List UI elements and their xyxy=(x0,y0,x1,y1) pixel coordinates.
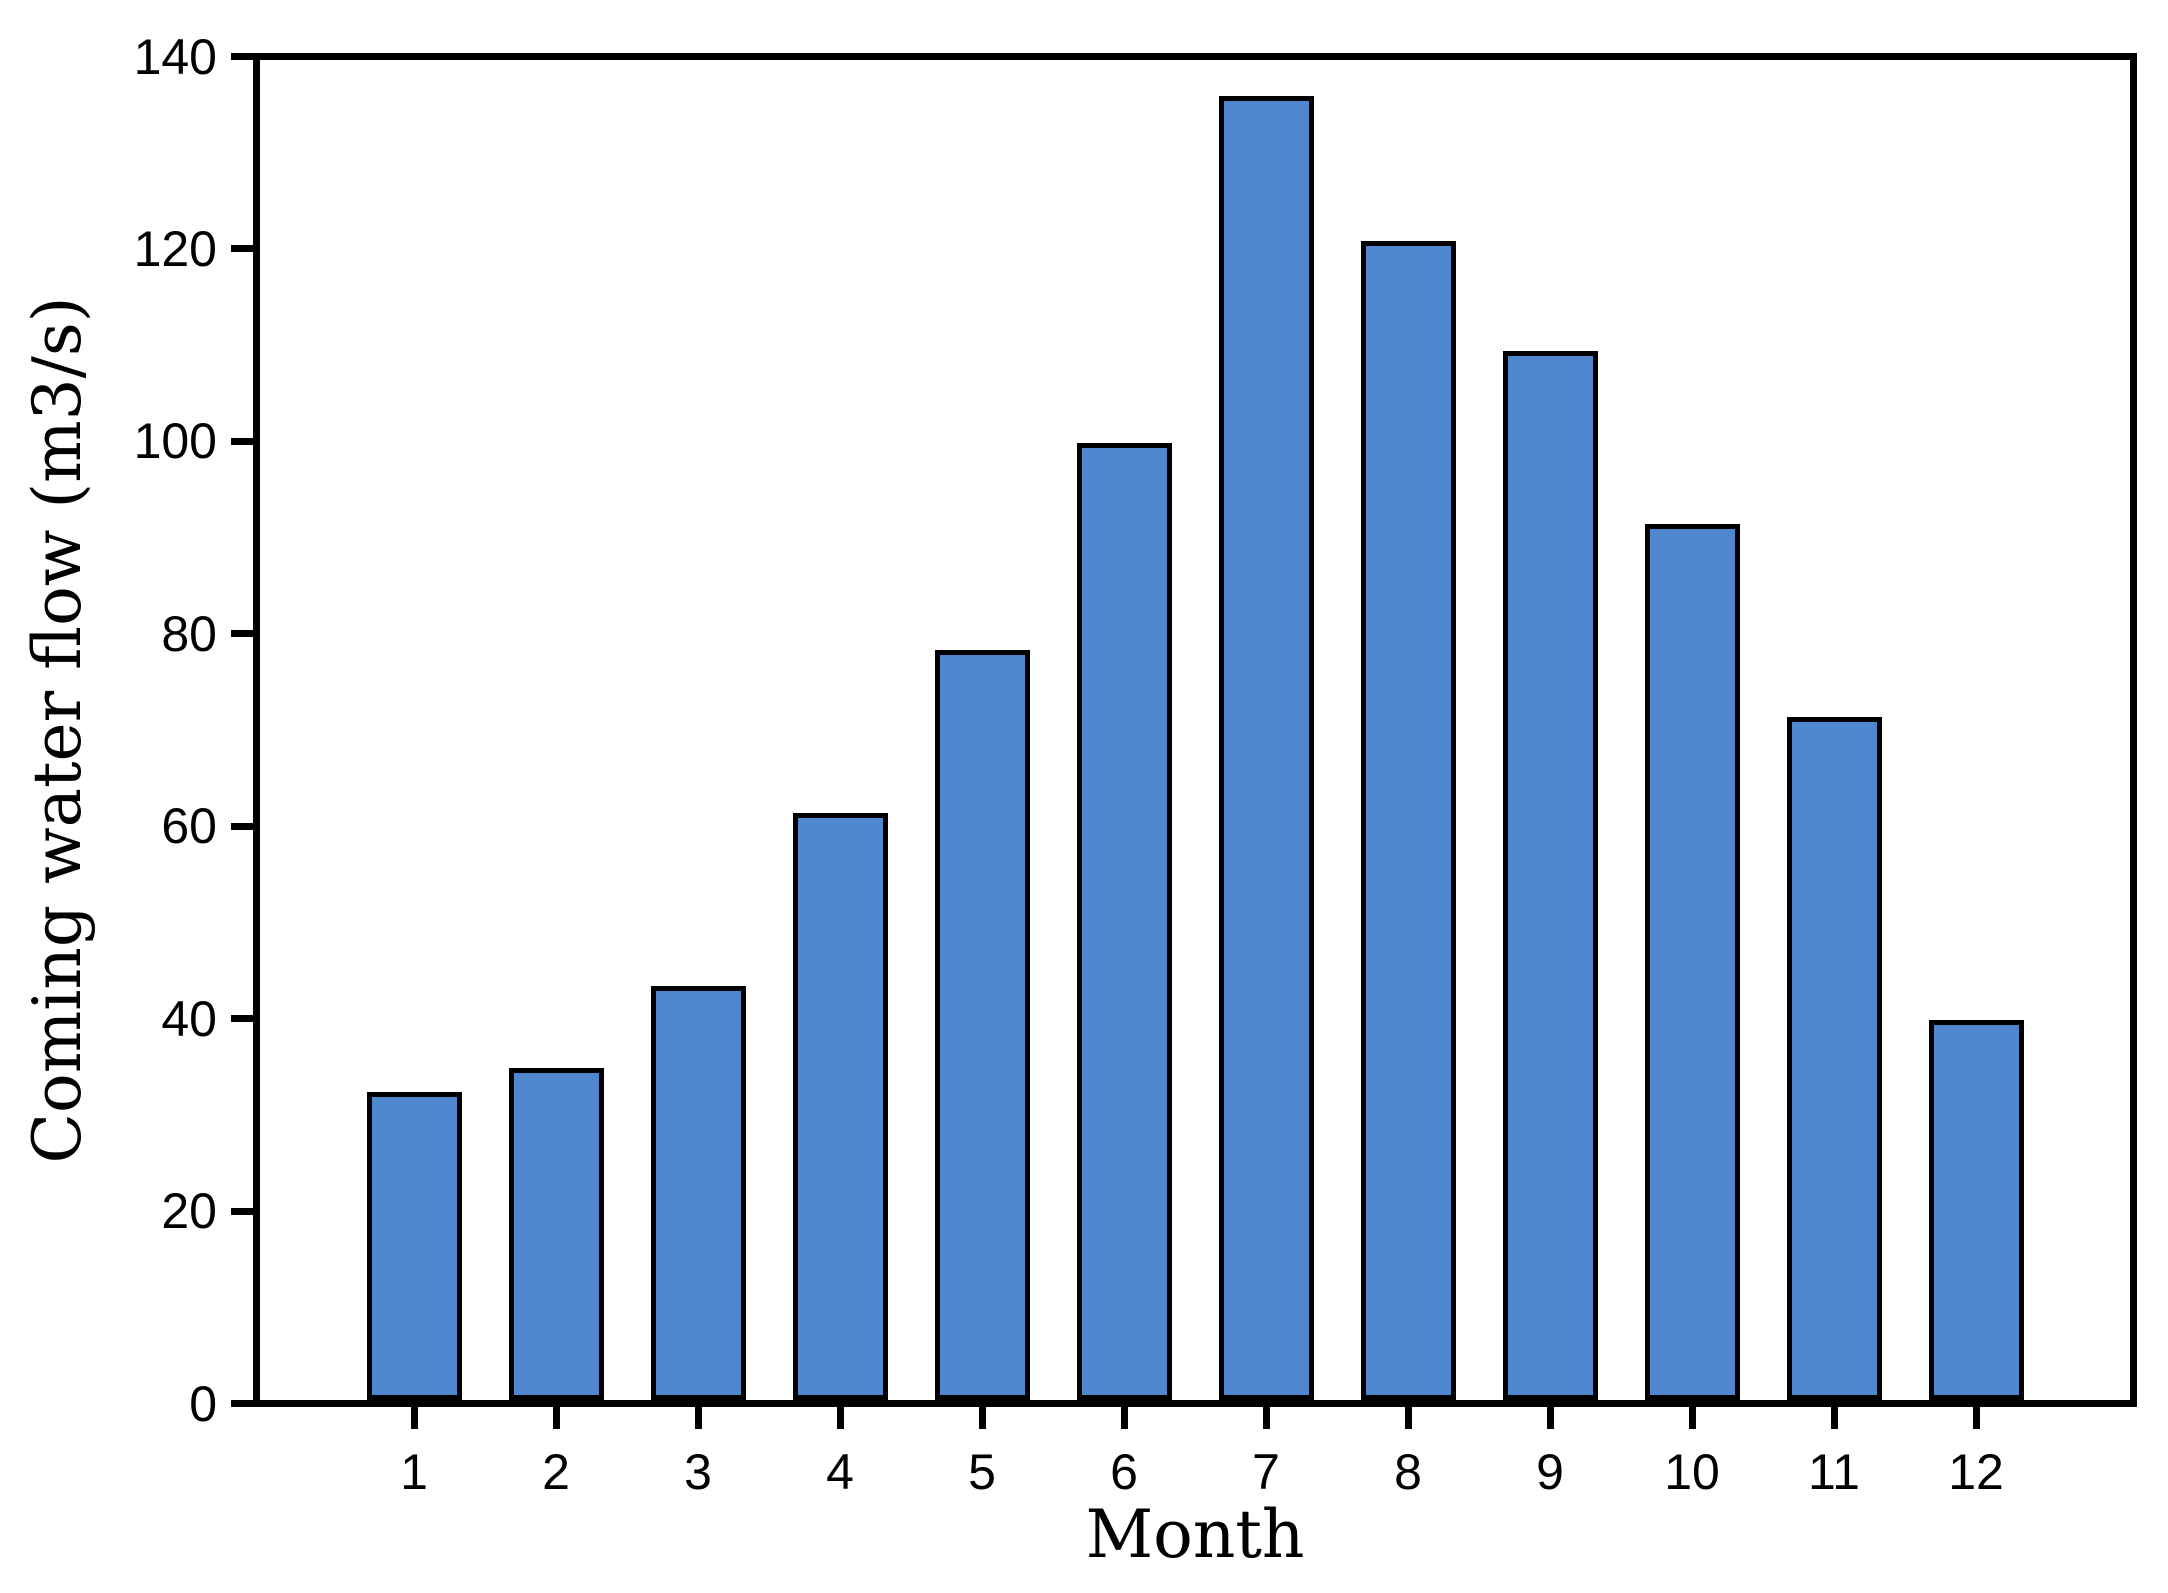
x-tick-mark-10 xyxy=(1688,1407,1696,1429)
y-tick-mark-80 xyxy=(231,630,253,638)
y-tick-label-40: 40 xyxy=(161,990,217,1047)
bar-month-4 xyxy=(792,813,888,1400)
y-tick-mark-20 xyxy=(231,1207,253,1215)
y-tick-label-120: 120 xyxy=(133,220,217,277)
x-tick-mark-12 xyxy=(1972,1407,1980,1429)
y-tick-label-100: 100 xyxy=(133,413,217,470)
y-tick-mark-120 xyxy=(231,245,253,253)
y-tick-mark-140 xyxy=(231,53,253,60)
y-tick-mark-0 xyxy=(231,1400,253,1407)
bar-month-11 xyxy=(1786,717,1882,1400)
plot-frame xyxy=(253,53,2137,1407)
bars-layer xyxy=(260,60,2130,1400)
y-tick-label-140: 140 xyxy=(133,28,217,85)
x-tick-label-2: 2 xyxy=(542,1444,570,1500)
bar-month-9 xyxy=(1502,351,1598,1400)
x-tick-label-4: 4 xyxy=(826,1444,854,1500)
x-tick-label-12: 12 xyxy=(1948,1444,2004,1500)
bar-month-3 xyxy=(650,986,746,1400)
x-axis-title: Month xyxy=(1085,1496,1305,1573)
bar-month-8 xyxy=(1360,241,1456,1400)
x-tick-mark-4 xyxy=(836,1407,844,1429)
x-tick-label-5: 5 xyxy=(968,1444,996,1500)
y-axis-title: Coming water flow (m3/s) xyxy=(19,296,96,1164)
bar-month-6 xyxy=(1076,443,1172,1400)
y-tick-label-0: 0 xyxy=(189,1375,217,1432)
y-tick-label-80: 80 xyxy=(161,605,217,662)
x-tick-mark-3 xyxy=(694,1407,702,1429)
x-tick-label-1: 1 xyxy=(400,1444,428,1500)
x-tick-label-3: 3 xyxy=(684,1444,712,1500)
x-tick-mark-7 xyxy=(1262,1407,1270,1429)
x-tick-mark-6 xyxy=(1120,1407,1128,1429)
x-tick-mark-2 xyxy=(552,1407,560,1429)
bar-month-12 xyxy=(1928,1020,2024,1400)
x-tick-mark-8 xyxy=(1404,1407,1412,1429)
bar-month-5 xyxy=(934,650,1030,1400)
bar-month-1 xyxy=(366,1092,462,1400)
x-tick-label-6: 6 xyxy=(1110,1444,1138,1500)
x-tick-label-11: 11 xyxy=(1808,1444,1860,1500)
y-tick-mark-40 xyxy=(231,1015,253,1023)
y-tick-label-20: 20 xyxy=(161,1183,217,1240)
y-tick-mark-100 xyxy=(231,437,253,445)
x-tick-mark-11 xyxy=(1830,1407,1838,1429)
x-tick-label-7: 7 xyxy=(1252,1444,1280,1500)
y-tick-label-60: 60 xyxy=(161,798,217,855)
bar-month-2 xyxy=(508,1068,604,1400)
y-tick-mark-60 xyxy=(231,822,253,830)
x-tick-mark-5 xyxy=(978,1407,986,1429)
x-tick-label-10: 10 xyxy=(1664,1444,1720,1500)
x-tick-label-8: 8 xyxy=(1394,1444,1422,1500)
x-tick-mark-1 xyxy=(410,1407,418,1429)
x-tick-label-9: 9 xyxy=(1536,1444,1564,1500)
bar-month-7 xyxy=(1218,96,1314,1400)
bar-month-10 xyxy=(1644,524,1740,1400)
x-tick-mark-9 xyxy=(1546,1407,1554,1429)
